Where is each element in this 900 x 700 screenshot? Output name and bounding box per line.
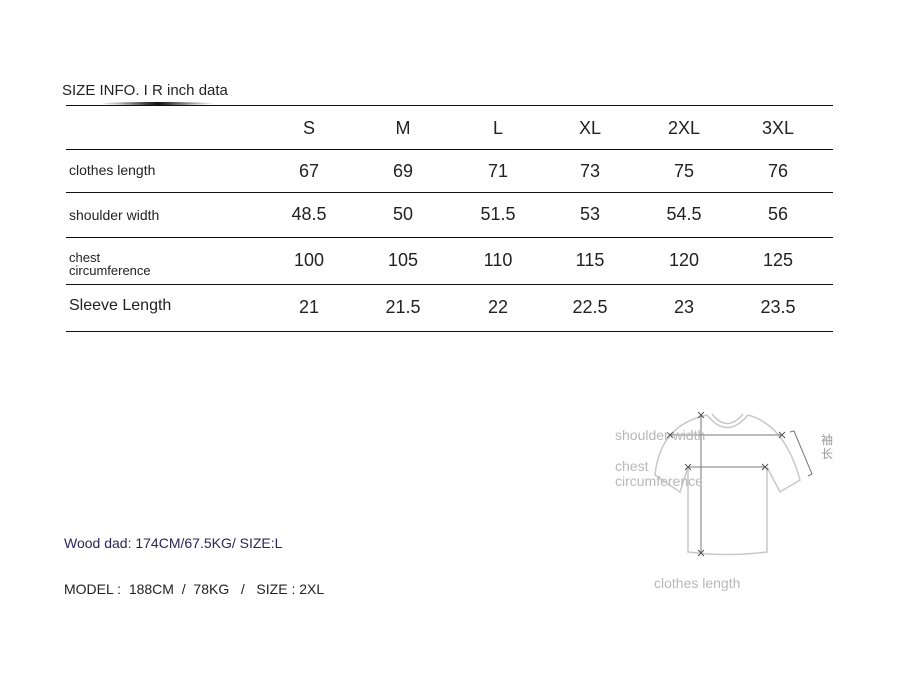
size-header: L bbox=[492, 118, 503, 138]
table-cell: 50 bbox=[392, 204, 414, 224]
table-cell: 71 bbox=[487, 161, 509, 181]
table-divider bbox=[66, 331, 833, 332]
table-cell: 125 bbox=[762, 250, 794, 270]
table-cell: 23.5 bbox=[760, 297, 796, 317]
table-divider bbox=[66, 192, 833, 193]
size-info-title: SIZE INFO. I R inch data bbox=[62, 82, 228, 99]
size-header: M bbox=[395, 118, 411, 138]
table-cell: 21 bbox=[298, 297, 320, 317]
size-header: 2XL bbox=[667, 118, 701, 138]
table-cell: 115 bbox=[575, 250, 605, 270]
size-header: S bbox=[302, 118, 315, 138]
table-cell: 76 bbox=[767, 161, 789, 181]
table-cell: 23 bbox=[673, 297, 695, 317]
table-cell: 21.5 bbox=[385, 297, 421, 317]
table-cell: 48.5 bbox=[291, 204, 327, 224]
size-header: 3XL bbox=[761, 118, 795, 138]
row-label: Sleeve Length bbox=[69, 297, 172, 314]
table-cell: 110 bbox=[483, 250, 513, 270]
table-cell: 73 bbox=[579, 161, 601, 181]
wood-dad-note: Wood dad: 174CM/67.5KG/ SIZE:L bbox=[64, 535, 283, 551]
table-cell: 105 bbox=[387, 250, 419, 270]
table-cell: 69 bbox=[392, 161, 414, 181]
model-note: MODEL : 188CM / 78KG / SIZE : 2XL bbox=[64, 581, 325, 597]
diagram-label-chest-line2: circumference bbox=[615, 473, 703, 489]
diagram-label-shoulder-width: shoulder width bbox=[615, 427, 706, 443]
diagram-label-clothes-length: clothes length bbox=[654, 575, 741, 591]
row-label-line2: circumference bbox=[69, 263, 151, 278]
row-label: clothes length bbox=[69, 162, 156, 178]
table-cell: 100 bbox=[293, 250, 325, 270]
table-cell: 22.5 bbox=[572, 297, 608, 317]
table-divider bbox=[66, 149, 833, 150]
table-cell: 67 bbox=[298, 161, 320, 181]
diagram-label-chest-line1: chest bbox=[615, 458, 649, 474]
table-cell: 56 bbox=[767, 204, 789, 224]
title-underline-decoration bbox=[100, 102, 215, 105]
table-divider bbox=[66, 105, 833, 106]
table-cell: 22 bbox=[487, 297, 509, 317]
table-divider bbox=[66, 284, 833, 285]
table-cell: 120 bbox=[668, 250, 700, 270]
table-divider bbox=[66, 237, 833, 238]
row-label: shoulder width bbox=[69, 207, 160, 223]
table-cell: 51.5 bbox=[480, 204, 516, 224]
row-label-line1: chest bbox=[69, 250, 101, 265]
diagram-label-sleeve-length: 袖长 bbox=[821, 433, 834, 461]
table-cell: 53 bbox=[579, 204, 601, 224]
table-cell: 54.5 bbox=[666, 204, 702, 224]
table-cell: 75 bbox=[673, 161, 695, 181]
size-header: XL bbox=[578, 118, 602, 138]
